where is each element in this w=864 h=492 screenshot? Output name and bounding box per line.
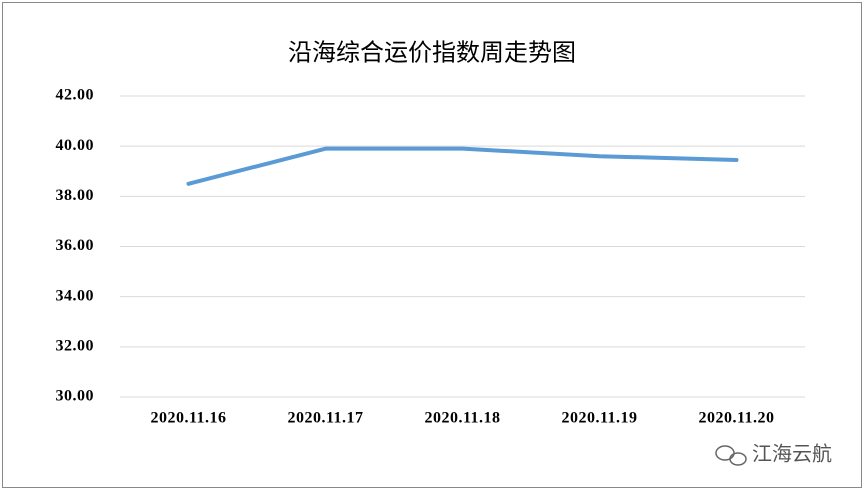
x-tick-label: 2020.11.17 [287, 410, 363, 427]
y-tick-label: 32.00 [56, 338, 95, 355]
y-tick-label: 38.00 [56, 187, 95, 204]
y-tick-label: 36.00 [56, 237, 95, 254]
x-tick-label: 2020.11.20 [698, 410, 774, 427]
y-tick-label: 40.00 [56, 137, 95, 154]
line-series [186, 146, 739, 186]
x-tick-label: 2020.11.18 [424, 410, 500, 427]
chart-title: 沿海综合运价指数周走势图 [288, 39, 576, 67]
y-tick-label: 30.00 [56, 388, 95, 405]
x-tick-label: 2020.11.16 [150, 410, 226, 427]
y-tick-label: 34.00 [56, 287, 95, 304]
watermark-icon [715, 445, 747, 466]
watermark: 江海云航 [752, 442, 832, 466]
x-tick-label: 2020.11.19 [561, 410, 637, 427]
y-tick-label: 42.00 [56, 87, 95, 104]
